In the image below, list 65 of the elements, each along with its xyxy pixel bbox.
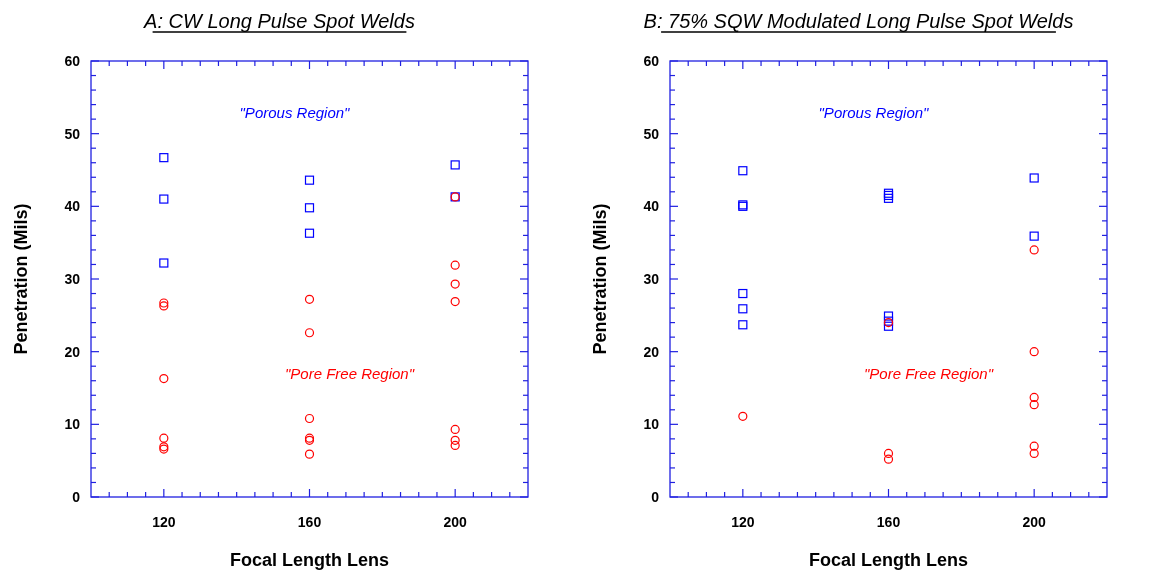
x-tick-label: 160 [297, 514, 322, 530]
y-tick-label: 50 [643, 125, 660, 142]
point [304, 449, 315, 459]
y-tick-label: 10 [643, 416, 660, 433]
point [159, 433, 169, 443]
y-tick-label: 60 [643, 53, 660, 69]
point [883, 311, 894, 321]
point [1029, 400, 1039, 410]
y-tick-label: 40 [64, 198, 81, 215]
y-tick-label: 60 [64, 53, 81, 69]
point [1029, 173, 1039, 183]
chart-title: B: 75% SQW Modulated Long Pulse Spot Welds [643, 10, 1074, 32]
point [450, 260, 460, 270]
y-axis-title: Penetration (Mils) [590, 203, 610, 355]
point [738, 304, 748, 314]
point [738, 166, 748, 176]
y-tick-label: 40 [643, 198, 660, 215]
annotation: "Pore Free Region" [863, 365, 994, 382]
y-tick-label: 0 [651, 489, 660, 505]
y-tick-label: 50 [64, 125, 81, 142]
point [450, 279, 460, 289]
point [304, 294, 315, 304]
point [1029, 347, 1039, 357]
point [159, 373, 169, 384]
point [159, 153, 169, 163]
x-axis-title: Focal Length Lens [229, 550, 390, 570]
annotation: "Porous Region" [239, 104, 351, 121]
point [304, 175, 315, 185]
point [304, 413, 315, 424]
x-tick-label: 160 [876, 514, 901, 530]
x-tick-label: 200 [443, 514, 468, 530]
point [450, 160, 460, 170]
point [1029, 231, 1039, 241]
point [1029, 245, 1039, 255]
point [738, 320, 748, 330]
point [1029, 392, 1039, 403]
y-tick-label: 0 [72, 489, 81, 505]
point [1029, 441, 1039, 451]
point [159, 194, 169, 204]
point [1029, 448, 1039, 458]
point [738, 411, 748, 421]
x-tick-label: 120 [731, 514, 755, 530]
x-tick-label: 200 [1022, 514, 1047, 530]
y-tick-label: 30 [643, 271, 660, 287]
y-tick-label: 30 [64, 271, 81, 287]
annotation: "Pore Free Region" [284, 365, 415, 382]
point [159, 258, 169, 268]
point [304, 203, 315, 213]
point [450, 435, 460, 445]
point [450, 296, 460, 307]
point [304, 328, 315, 338]
point [450, 440, 460, 451]
x-tick-label: 120 [152, 514, 176, 530]
y-tick-label: 20 [64, 343, 81, 360]
chart-title: A: CW Long Pulse Spot Welds [143, 10, 415, 32]
point [883, 454, 894, 464]
point [883, 448, 894, 458]
point [304, 228, 315, 238]
y-tick-label: 10 [64, 416, 81, 433]
y-tick-label: 20 [643, 343, 660, 360]
point [450, 424, 460, 435]
y-axis-title: Penetration (Mils) [11, 203, 31, 355]
annotation: "Porous Region" [818, 104, 930, 121]
point [738, 288, 748, 299]
x-axis-title: Focal Length Lens [808, 550, 969, 570]
